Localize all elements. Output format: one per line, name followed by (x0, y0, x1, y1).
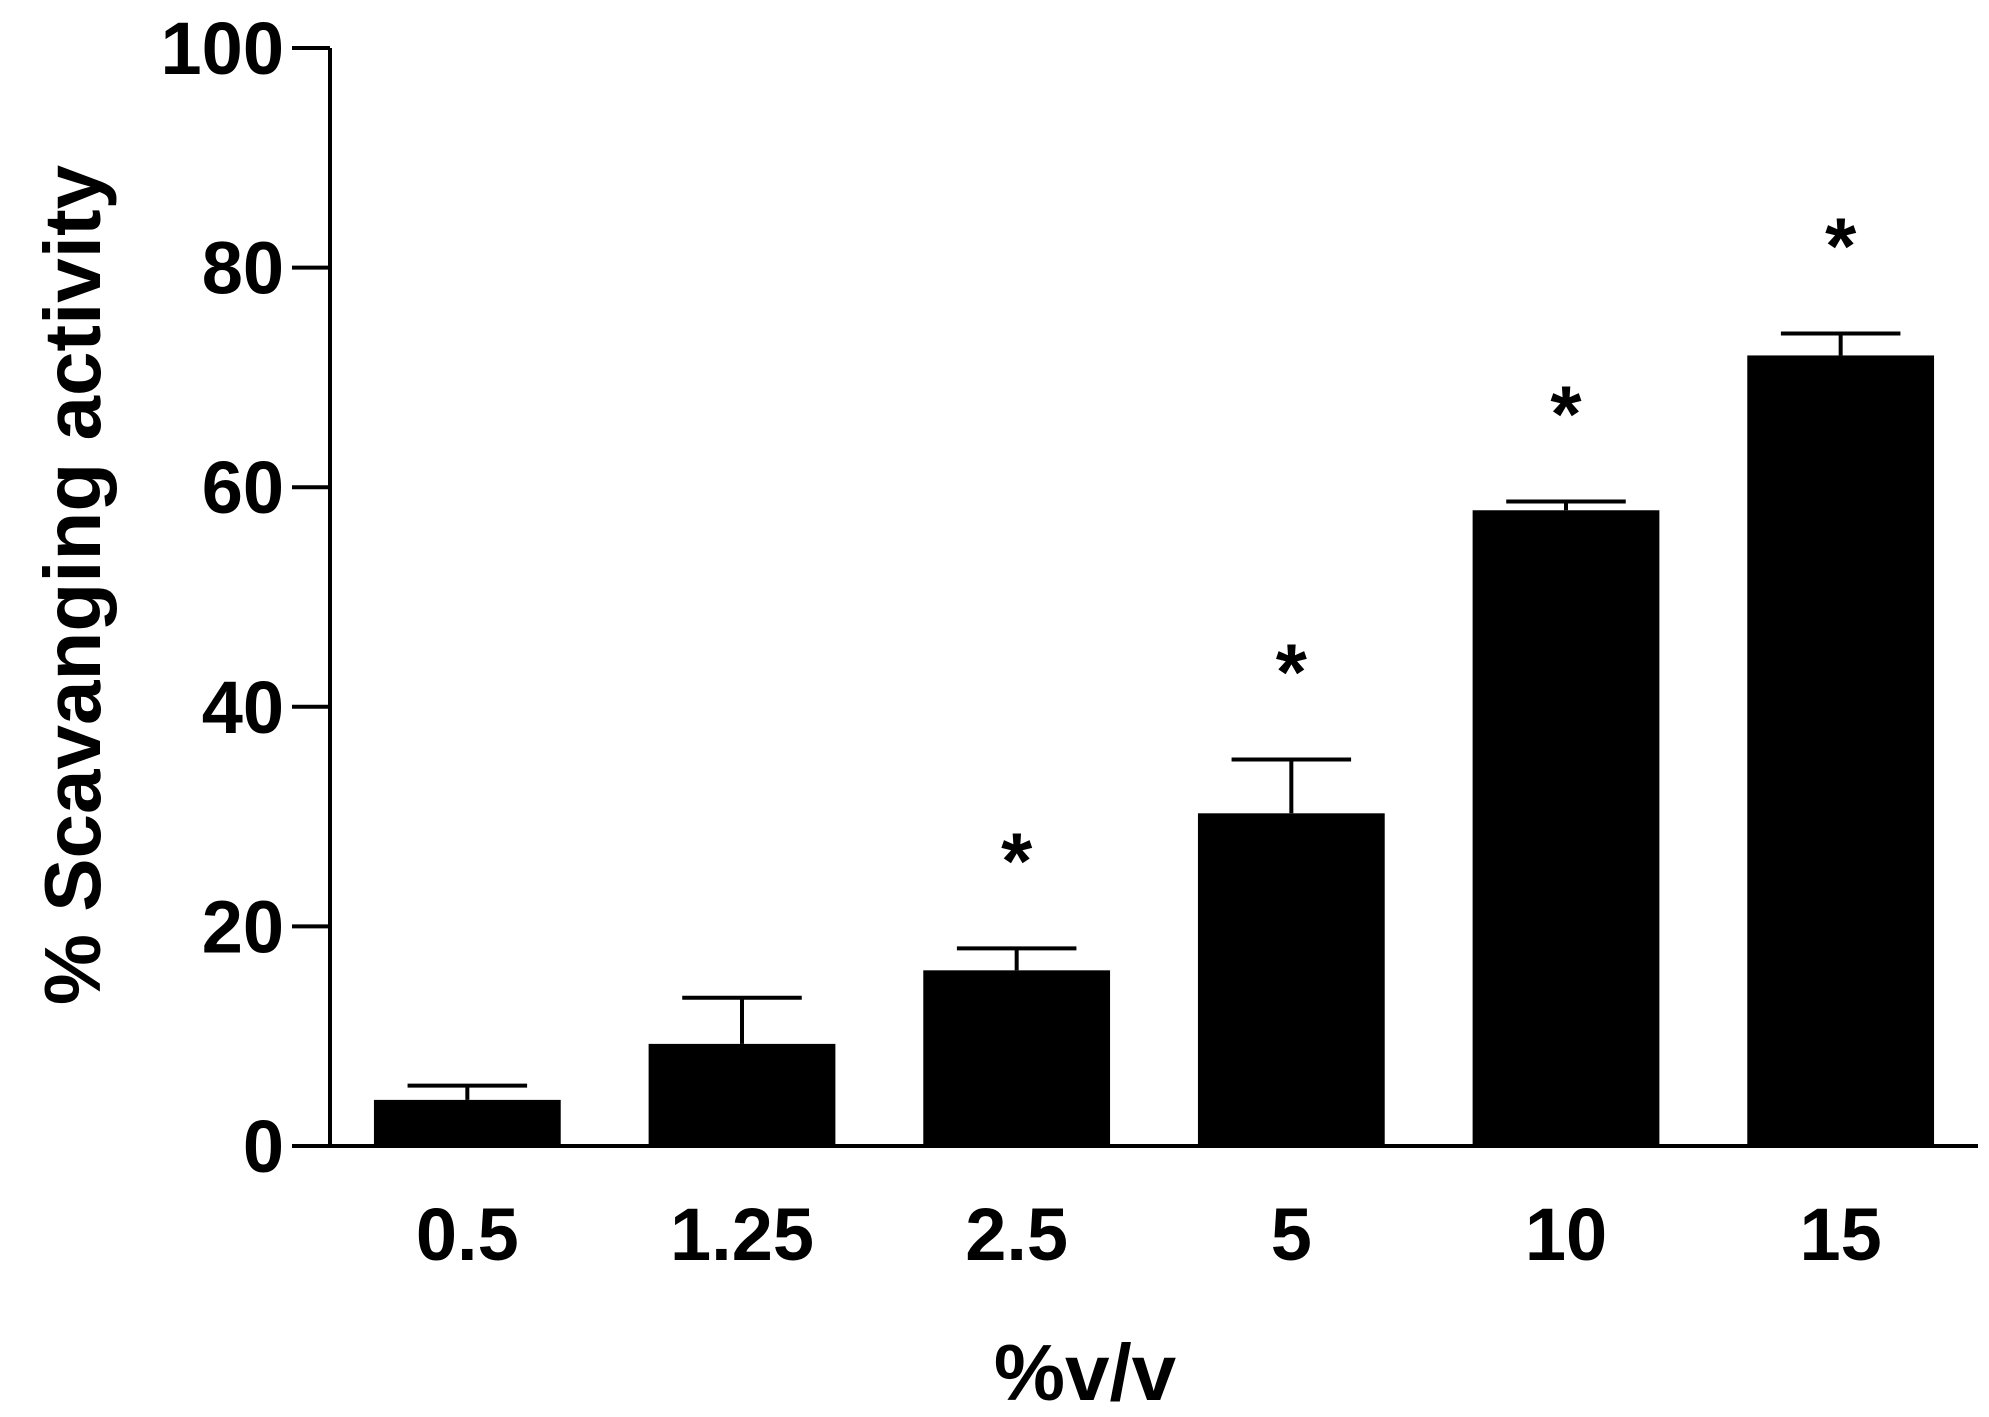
y-tick-label: 40 (202, 666, 284, 749)
x-axis: 0.5 1.25 2.5 5 10 15 (327, 1144, 1978, 1276)
significance-asterisk: * (1001, 816, 1033, 905)
x-tick-label: 15 (1800, 1193, 1882, 1276)
significance-asterisk: * (1825, 201, 1857, 290)
bar (373, 1099, 561, 1146)
significance-marks: * * * * (1001, 201, 1857, 905)
bar (1747, 355, 1935, 1146)
bar (648, 1043, 836, 1146)
x-tick-label: 1.25 (670, 1193, 814, 1276)
x-axis-title: %v/v (994, 1328, 1177, 1417)
x-tick-label: 0.5 (416, 1193, 519, 1276)
bar (1472, 510, 1660, 1146)
bar (923, 970, 1111, 1146)
x-tick-label: 10 (1525, 1193, 1607, 1276)
y-tick-label: 100 (161, 7, 284, 90)
bar-series (373, 355, 1935, 1146)
x-tick-label: 2.5 (965, 1193, 1068, 1276)
bar (1197, 813, 1385, 1146)
y-tick-label: 0 (243, 1105, 284, 1188)
y-tick-label: 80 (202, 227, 284, 310)
y-tick-label: 60 (202, 446, 284, 529)
error-bars (407, 331, 1901, 1100)
significance-asterisk: * (1550, 369, 1582, 458)
significance-asterisk: * (1276, 628, 1308, 717)
y-axis: 0 20 40 60 80 100 (161, 7, 332, 1188)
y-axis-title: % Scavanging activity (28, 164, 117, 1005)
x-tick-label: 5 (1271, 1193, 1312, 1276)
y-tick-label: 20 (202, 885, 284, 968)
